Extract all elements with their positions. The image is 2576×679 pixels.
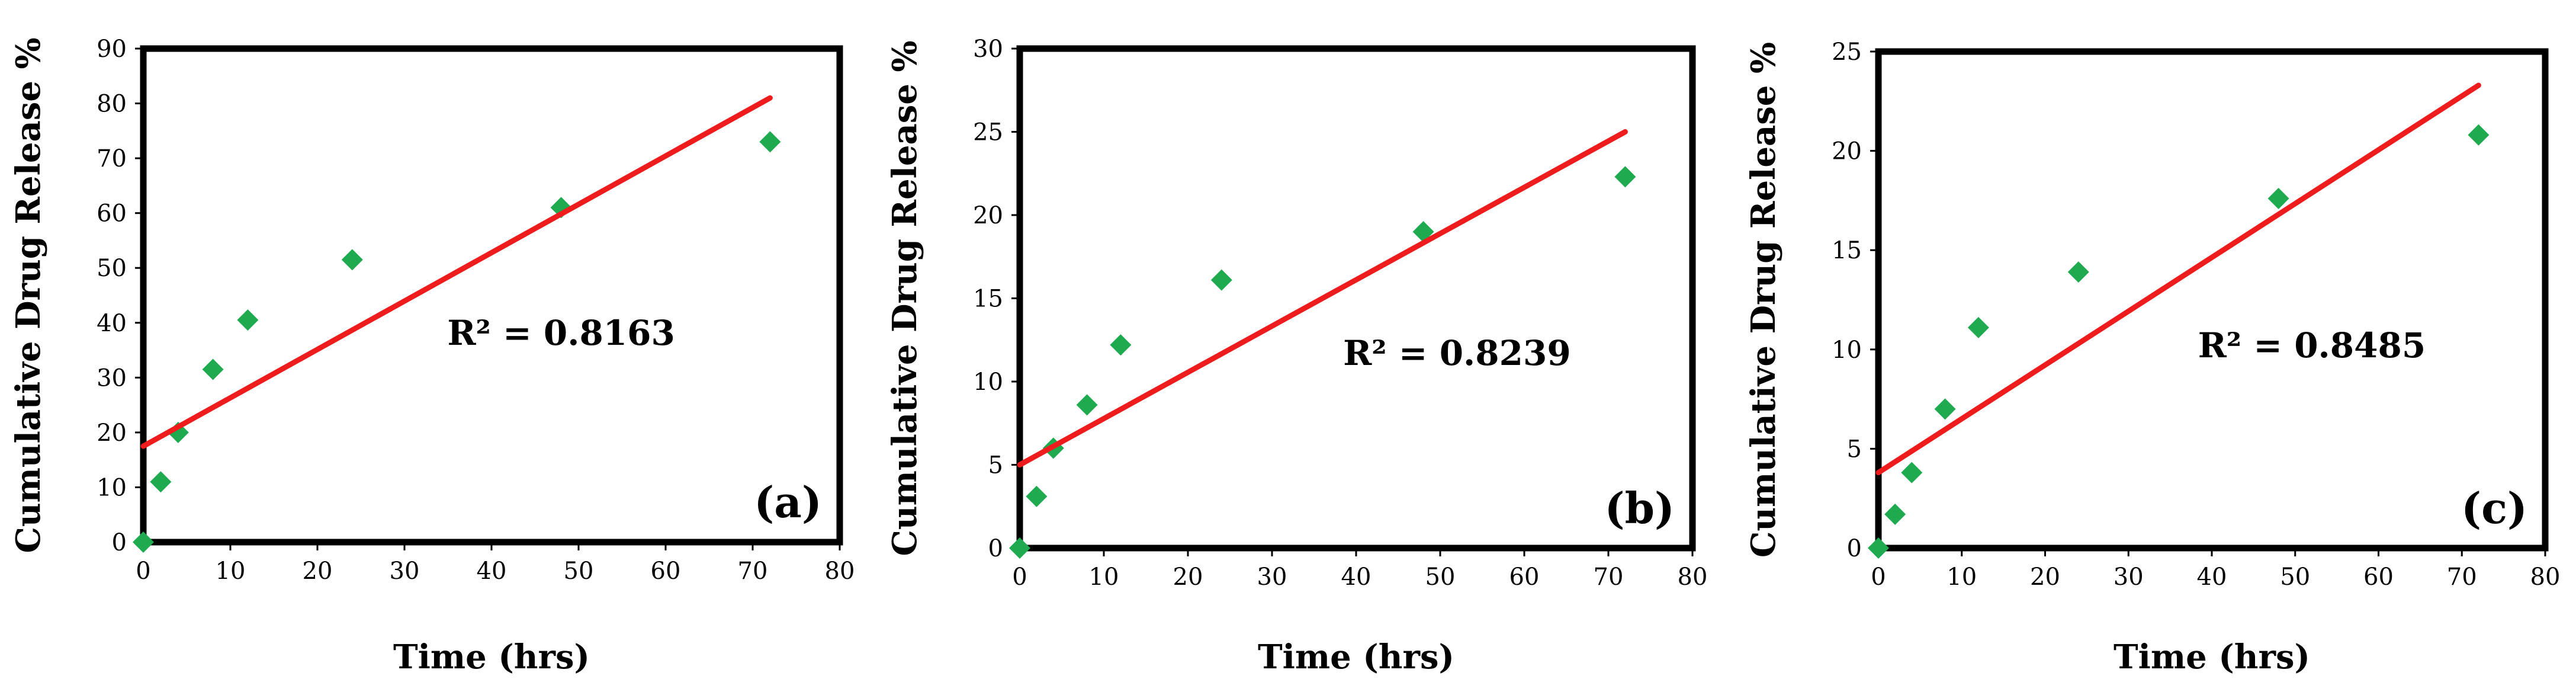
panel-label: (a): [754, 477, 822, 527]
y-tick-label: 10: [973, 369, 1003, 396]
data-point: [133, 531, 154, 553]
chart-panel-3: 0 10 20 30 40 50 60 70 80 0 5 10 15 20 25 Time (hrs) Cum…: [1744, 39, 2560, 677]
y-tick-label: 20: [97, 419, 127, 447]
data-point: [1076, 394, 1098, 416]
data-point: [1901, 462, 1923, 483]
data-point: [150, 471, 172, 493]
data-point: [202, 358, 224, 380]
y-tick-label: 15: [1832, 237, 1862, 264]
x-tick-label: 30: [2114, 563, 2144, 591]
x-axis-title: Time (hrs): [393, 638, 590, 677]
data-point: [341, 249, 363, 271]
y-tick-label: 5: [988, 452, 1003, 479]
data-point: [1934, 398, 1956, 420]
x-tick-label: 0: [1871, 563, 1886, 591]
panel-label: (c): [2461, 483, 2527, 533]
y-tick-label: 70: [97, 145, 127, 172]
data-point: [1210, 269, 1232, 291]
x-tick-label: 60: [651, 558, 681, 585]
r-squared-label: R² = 0.8239: [1343, 333, 1571, 373]
trendline: [1017, 129, 1628, 467]
trendline: [1875, 82, 2481, 476]
chart-panel-2: 0 10 20 30 40 50 60 70 80 0 5 10 15 20 25 30 Time (hrs) C…: [885, 36, 1707, 677]
plot-frame: [1016, 45, 1696, 552]
x-tick-label: 0: [1012, 563, 1027, 591]
y-tick-label: 0: [988, 535, 1003, 562]
x-tick-label: 10: [1089, 563, 1119, 591]
x-tick-label: 40: [477, 558, 507, 585]
x-tick-label: 30: [1257, 563, 1287, 591]
r-squared-label: R² = 0.8485: [2198, 325, 2426, 366]
x-tick-label: 60: [1509, 563, 1540, 591]
y-tick-label: 80: [97, 91, 127, 118]
y-axis-title: Cumulative Drug Release %: [1744, 42, 1783, 558]
data-point: [759, 131, 781, 153]
x-tick-label: 20: [303, 558, 333, 585]
x-tick-label: 30: [390, 558, 420, 585]
x-axis-title: Time (hrs): [1258, 638, 1454, 677]
x-tick-label: 80: [2530, 563, 2561, 591]
x-tick-label: 20: [1173, 563, 1203, 591]
r-squared-label: R² = 0.8163: [447, 313, 675, 353]
x-tick-label: 50: [1425, 563, 1456, 591]
y-tick-label: 40: [97, 310, 127, 337]
data-point: [1967, 316, 1989, 338]
data-point: [1110, 334, 1132, 356]
y-tick-label: 0: [112, 529, 127, 556]
x-tick-label: 10: [1947, 563, 1977, 591]
data-point: [1026, 485, 1048, 507]
y-tick-label: 60: [97, 200, 127, 228]
x-tick-label: 40: [1341, 563, 1371, 591]
y-tick-label: 20: [1832, 138, 1862, 165]
x-tick-label: 0: [136, 558, 150, 585]
y-tick-label: 25: [1832, 39, 1862, 66]
data-point: [2468, 124, 2490, 146]
y-tick-label: 90: [97, 36, 127, 63]
x-tick-label: 60: [2363, 563, 2394, 591]
plot-frame: [1875, 48, 2549, 552]
data-point: [237, 309, 259, 331]
x-tick-label: 40: [2197, 563, 2227, 591]
trendline: [140, 95, 773, 449]
y-axis-title: Cumulative Drug Release %: [885, 40, 924, 556]
y-tick-label: 15: [973, 286, 1003, 313]
x-tick-label: 80: [1678, 563, 1708, 591]
x-axis-title: Time (hrs): [2114, 638, 2310, 677]
x-tick-label: 70: [738, 558, 768, 585]
x-tick-label: 20: [2030, 563, 2060, 591]
data-point: [1868, 537, 1889, 559]
data-point: [1614, 166, 1636, 188]
y-axis-title: Cumulative Drug Release %: [9, 37, 48, 553]
x-tick-label: 70: [1594, 563, 1624, 591]
plot-frame: [140, 45, 843, 546]
x-tick-label: 50: [564, 558, 594, 585]
y-tick-label: 30: [973, 36, 1003, 63]
data-point: [2067, 261, 2089, 283]
y-tick-label: 5: [1847, 435, 1862, 463]
data-point: [2267, 188, 2289, 210]
chart-panel-1: 0 10 20 30 40 50 60 70 80 0 10 20 30 40 50 60 70 80 90 Time…: [9, 36, 855, 677]
panel-label: (b): [1605, 483, 1675, 533]
data-point: [1884, 504, 1906, 526]
y-tick-label: 30: [97, 364, 127, 392]
y-tick-label: 10: [97, 474, 127, 501]
x-tick-label: 50: [2280, 563, 2310, 591]
y-tick-label: 20: [973, 202, 1003, 229]
y-tick-label: 25: [973, 119, 1003, 146]
x-tick-label: 70: [2447, 563, 2477, 591]
y-tick-label: 10: [1832, 337, 1862, 364]
y-tick-label: 50: [97, 255, 127, 282]
x-tick-label: 80: [825, 558, 855, 585]
x-tick-label: 10: [216, 558, 246, 585]
data-point: [1009, 537, 1030, 559]
y-tick-label: 0: [1847, 535, 1862, 562]
